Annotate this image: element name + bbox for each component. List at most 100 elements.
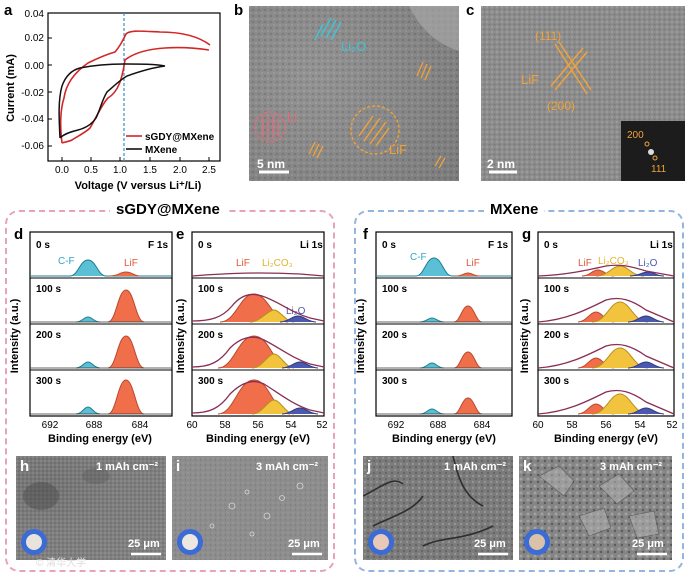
sem-scale-k: 25 μm xyxy=(632,538,664,550)
tem-image-c: (111) LiF (200) 200 111 2 nm xyxy=(481,6,685,181)
sem-caption-i: 3 mAh cm⁻² xyxy=(256,461,319,473)
fft-label-111: 111 xyxy=(651,164,667,175)
time-label: 0 s xyxy=(36,240,50,251)
panel-label-g: g xyxy=(522,226,532,243)
xps-ylabel-g: Intensity (a.u.) xyxy=(519,298,531,373)
time-label: 0 s xyxy=(544,240,558,251)
xps-panel-f: Intensity (a.u.) 0 s 100 s 200 s 300 s F… xyxy=(355,231,513,445)
cv-ytick: 0.00 xyxy=(25,61,45,72)
time-label: 200 s xyxy=(36,330,61,341)
xps-xlabel-g: Binding energy (eV) xyxy=(554,433,658,445)
cv-curve-mxene xyxy=(58,63,166,139)
xtick-g: 56 xyxy=(600,420,612,431)
panel-label-i: i xyxy=(176,458,181,475)
label-li: Li xyxy=(287,109,297,124)
cv-ytick: -0.06 xyxy=(21,141,44,152)
scale-label-c: 2 nm xyxy=(487,157,515,171)
cv-xtick: 1.5 xyxy=(143,165,157,176)
xtick-e: 56 xyxy=(252,420,264,431)
xps-xlabel-f: Binding energy (eV) xyxy=(392,433,496,445)
time-label: 100 s xyxy=(544,284,569,295)
cf-label-f: C-F xyxy=(410,252,427,263)
cv-xtick: 2.5 xyxy=(202,165,216,176)
xps-ylabel-e: Intensity (a.u.) xyxy=(175,298,187,373)
panel-label-b: b xyxy=(234,2,244,19)
cv-curve-sgdy xyxy=(59,30,211,144)
cv-ytick: 0.02 xyxy=(25,33,45,44)
xtick-g: 60 xyxy=(532,420,544,431)
time-label: 100 s xyxy=(198,284,223,295)
cv-ytick: -0.02 xyxy=(21,88,44,99)
sem-image-i xyxy=(172,456,328,560)
cv-xtick: 0.5 xyxy=(84,165,98,176)
xtick-e: 58 xyxy=(219,420,231,431)
time-label: 300 s xyxy=(544,376,569,387)
li2co3-label-g: Li₂CO₃ xyxy=(598,256,629,267)
tem-image-b: Li₂O Li LiF 5 nm xyxy=(249,6,459,181)
panel-label-j: j xyxy=(367,458,372,475)
time-label: 300 s xyxy=(198,376,223,387)
panel-label-e: e xyxy=(176,226,185,243)
cv-xtick: 2.0 xyxy=(173,165,187,176)
scale-label-b: 5 nm xyxy=(257,157,285,171)
legend-sgdy: sGDY@MXene xyxy=(145,132,215,143)
xps-panel-g: Intensity (a.u.) 0 s 100 s 200 s 300 s L… xyxy=(519,231,678,445)
f1s-label-f: F 1s xyxy=(488,240,508,251)
xps-ylabel-f: Intensity (a.u.) xyxy=(355,298,367,373)
label-lif: LiF xyxy=(389,142,407,157)
cv-ytick: -0.04 xyxy=(21,114,44,125)
lif-label-g: LiF xyxy=(578,258,592,269)
panel-label-c: c xyxy=(466,2,475,19)
cv-xtick: 0.0 xyxy=(55,165,69,176)
time-label: 300 s xyxy=(36,376,61,387)
li2o-fringes xyxy=(314,17,342,41)
cv-axes-frame xyxy=(47,12,221,162)
xtick-e: 60 xyxy=(186,420,198,431)
xtick-g: 54 xyxy=(634,420,646,431)
xps-panel-e: Intensity (a.u.) 0 s 100 s 200 s 300 s L… xyxy=(175,231,328,445)
xtick-d: 684 xyxy=(132,420,149,431)
sem-image-k xyxy=(519,456,672,560)
sem-caption-j: 1 mAh cm⁻² xyxy=(444,461,507,473)
label-plane-200: (200) xyxy=(547,99,575,113)
panel-label-k: k xyxy=(523,458,532,475)
time-label: 200 s xyxy=(382,330,407,341)
panel-label-a: a xyxy=(4,2,13,19)
label-lif-c: LiF xyxy=(521,72,539,87)
li-region-circle xyxy=(254,111,286,143)
li1s-label-e: Li 1s xyxy=(300,240,323,251)
cv-ylabel: Current (mA) xyxy=(5,54,17,122)
xtick-f: 688 xyxy=(430,420,447,431)
cv-xtick: 1.0 xyxy=(113,165,127,176)
label-plane-111: (111) xyxy=(535,29,561,43)
xtick-e: 52 xyxy=(316,420,328,431)
lif-label-f: LiF xyxy=(466,258,480,269)
lif-label-d: LiF xyxy=(124,258,138,269)
xtick-g: 58 xyxy=(566,420,578,431)
sem-image-j xyxy=(363,456,513,560)
f1s-label-d: F 1s xyxy=(148,240,168,251)
xtick-g: 52 xyxy=(666,420,678,431)
cv-plot: 0.04 0.02 0.00 -0.02 -0.04 -0.06 0.0 0.5… xyxy=(5,9,221,192)
sem-caption-h: 1 mAh cm⁻² xyxy=(96,461,159,473)
sem-scale-j: 25 μm xyxy=(474,538,506,550)
xtick-d: 688 xyxy=(86,420,103,431)
time-label: 100 s xyxy=(36,284,61,295)
group-title-mxene: MXene xyxy=(484,201,545,218)
sem-caption-k: 3 mAh cm⁻² xyxy=(600,461,663,473)
li2o-label-e: Li₂O xyxy=(286,306,306,317)
xtick-f: 692 xyxy=(388,420,405,431)
time-label: 200 s xyxy=(198,330,223,341)
panel-label-f: f xyxy=(363,226,368,243)
time-label: 100 s xyxy=(382,284,407,295)
lif-region-circle xyxy=(350,105,400,155)
xtick-e: 54 xyxy=(285,420,297,431)
sem-scale-i: 25 μm xyxy=(288,538,320,550)
time-label: 300 s xyxy=(382,376,407,387)
panel-label-d: d xyxy=(14,226,24,243)
panel-label-h: h xyxy=(20,458,30,475)
cv-ytick: 0.04 xyxy=(25,9,45,20)
fft-label-200: 200 xyxy=(627,130,644,141)
time-label: 0 s xyxy=(198,240,212,251)
time-label: 200 s xyxy=(544,330,569,341)
